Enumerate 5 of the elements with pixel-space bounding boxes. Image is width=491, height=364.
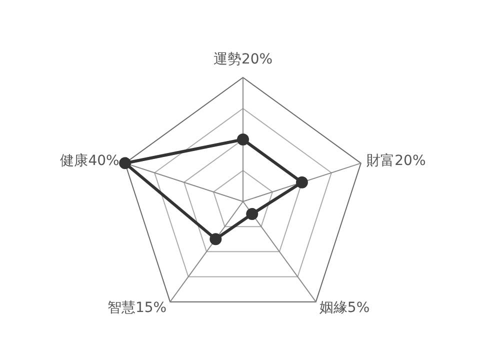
spoke-label: 財富20% — [366, 153, 426, 170]
spoke-label: 健康40% — [60, 153, 120, 170]
spoke-label: 姻緣5% — [319, 300, 370, 316]
spoke-label: 智慧15% — [107, 300, 167, 316]
spoke-label: 運勢20% — [213, 52, 273, 68]
